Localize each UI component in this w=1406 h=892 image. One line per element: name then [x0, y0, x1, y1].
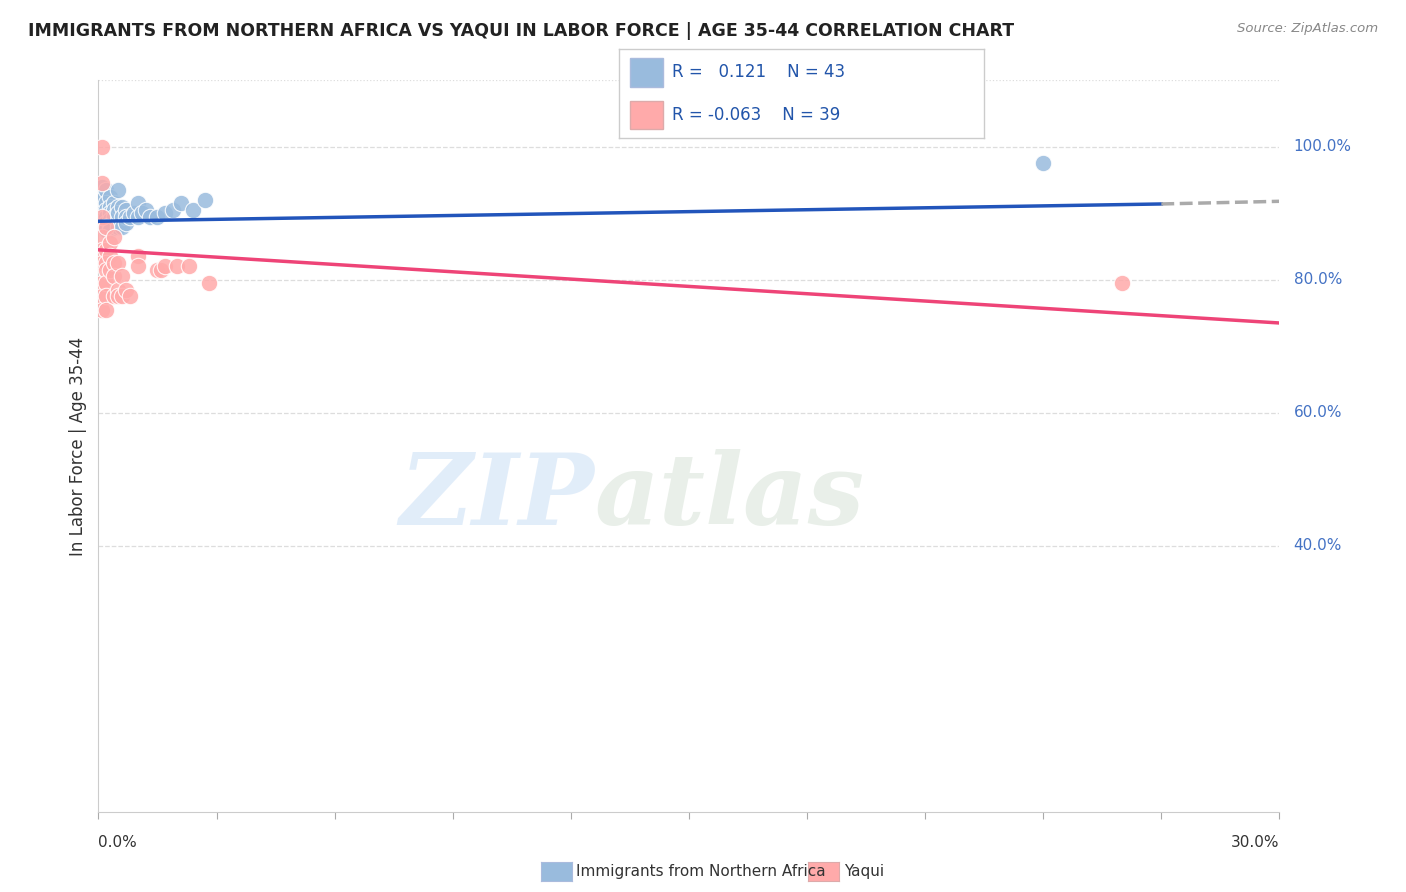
- Point: [118, 289, 141, 303]
- Point: [135, 202, 157, 217]
- Text: Immigrants from Northern Africa: Immigrants from Northern Africa: [576, 864, 827, 879]
- Point: [177, 260, 200, 274]
- Point: [91, 229, 114, 244]
- Text: R = -0.063    N = 39: R = -0.063 N = 39: [672, 106, 839, 124]
- Point: [96, 196, 118, 211]
- Text: 0.0%: 0.0%: [98, 836, 138, 850]
- Point: [91, 256, 114, 270]
- Point: [96, 243, 118, 257]
- Point: [91, 302, 114, 317]
- Point: [127, 260, 149, 274]
- Point: [107, 283, 129, 297]
- Text: R =   0.121    N = 43: R = 0.121 N = 43: [672, 63, 845, 81]
- Bar: [630, 101, 662, 129]
- Point: [91, 206, 114, 220]
- Point: [115, 202, 138, 217]
- Point: [91, 210, 114, 224]
- Point: [98, 189, 121, 203]
- Point: [118, 210, 141, 224]
- Point: [115, 210, 138, 224]
- Point: [96, 219, 118, 234]
- Point: [115, 216, 138, 230]
- Text: 100.0%: 100.0%: [1294, 139, 1351, 154]
- Point: [138, 210, 160, 224]
- Text: Source: ZipAtlas.com: Source: ZipAtlas.com: [1237, 22, 1378, 36]
- Point: [103, 210, 125, 224]
- Point: [103, 269, 125, 284]
- Text: 30.0%: 30.0%: [1232, 836, 1279, 850]
- Point: [103, 289, 125, 303]
- Point: [96, 262, 118, 277]
- Point: [96, 202, 118, 217]
- Point: [98, 223, 121, 237]
- Text: Yaqui: Yaqui: [844, 864, 884, 879]
- Point: [115, 283, 138, 297]
- Point: [146, 210, 169, 224]
- Point: [107, 200, 129, 214]
- Point: [1111, 276, 1133, 290]
- Point: [127, 250, 149, 264]
- Text: 80.0%: 80.0%: [1294, 272, 1341, 287]
- Point: [91, 179, 114, 194]
- Point: [111, 210, 134, 224]
- Point: [91, 177, 114, 191]
- Point: [1032, 156, 1054, 170]
- Point: [98, 213, 121, 227]
- Text: 60.0%: 60.0%: [1294, 405, 1341, 420]
- Text: 40.0%: 40.0%: [1294, 538, 1341, 553]
- Point: [127, 210, 149, 224]
- Point: [131, 206, 153, 220]
- Point: [91, 243, 114, 257]
- Point: [103, 256, 125, 270]
- Point: [96, 276, 118, 290]
- Text: atlas: atlas: [595, 449, 865, 545]
- Point: [111, 269, 134, 284]
- Point: [98, 250, 121, 264]
- Point: [91, 289, 114, 303]
- Point: [197, 276, 219, 290]
- Point: [91, 276, 114, 290]
- Point: [107, 219, 129, 234]
- Text: ZIP: ZIP: [399, 449, 595, 545]
- Point: [150, 262, 173, 277]
- Point: [107, 256, 129, 270]
- Point: [98, 262, 121, 277]
- Point: [111, 289, 134, 303]
- Point: [96, 183, 118, 197]
- Point: [96, 216, 118, 230]
- Point: [98, 200, 121, 214]
- Point: [166, 260, 188, 274]
- Point: [194, 193, 217, 207]
- Point: [103, 229, 125, 244]
- Point: [96, 210, 118, 224]
- Point: [107, 289, 129, 303]
- Point: [103, 196, 125, 211]
- Point: [107, 183, 129, 197]
- Text: IMMIGRANTS FROM NORTHERN AFRICA VS YAQUI IN LABOR FORCE | AGE 35-44 CORRELATION : IMMIGRANTS FROM NORTHERN AFRICA VS YAQUI…: [28, 22, 1014, 40]
- Point: [103, 202, 125, 217]
- Point: [122, 206, 145, 220]
- Point: [96, 223, 118, 237]
- Point: [146, 262, 169, 277]
- Point: [91, 193, 114, 207]
- Bar: [630, 58, 662, 87]
- Y-axis label: In Labor Force | Age 35-44: In Labor Force | Age 35-44: [69, 336, 87, 556]
- Point: [170, 196, 193, 211]
- Point: [98, 236, 121, 251]
- Point: [111, 219, 134, 234]
- Point: [96, 289, 118, 303]
- Point: [181, 202, 204, 217]
- Point: [162, 202, 184, 217]
- Point: [111, 200, 134, 214]
- Point: [127, 196, 149, 211]
- Point: [155, 260, 177, 274]
- Point: [91, 213, 114, 227]
- Point: [98, 206, 121, 220]
- Point: [155, 206, 177, 220]
- Point: [98, 219, 121, 234]
- Point: [96, 256, 118, 270]
- Point: [91, 140, 114, 154]
- Point: [96, 302, 118, 317]
- Point: [107, 206, 129, 220]
